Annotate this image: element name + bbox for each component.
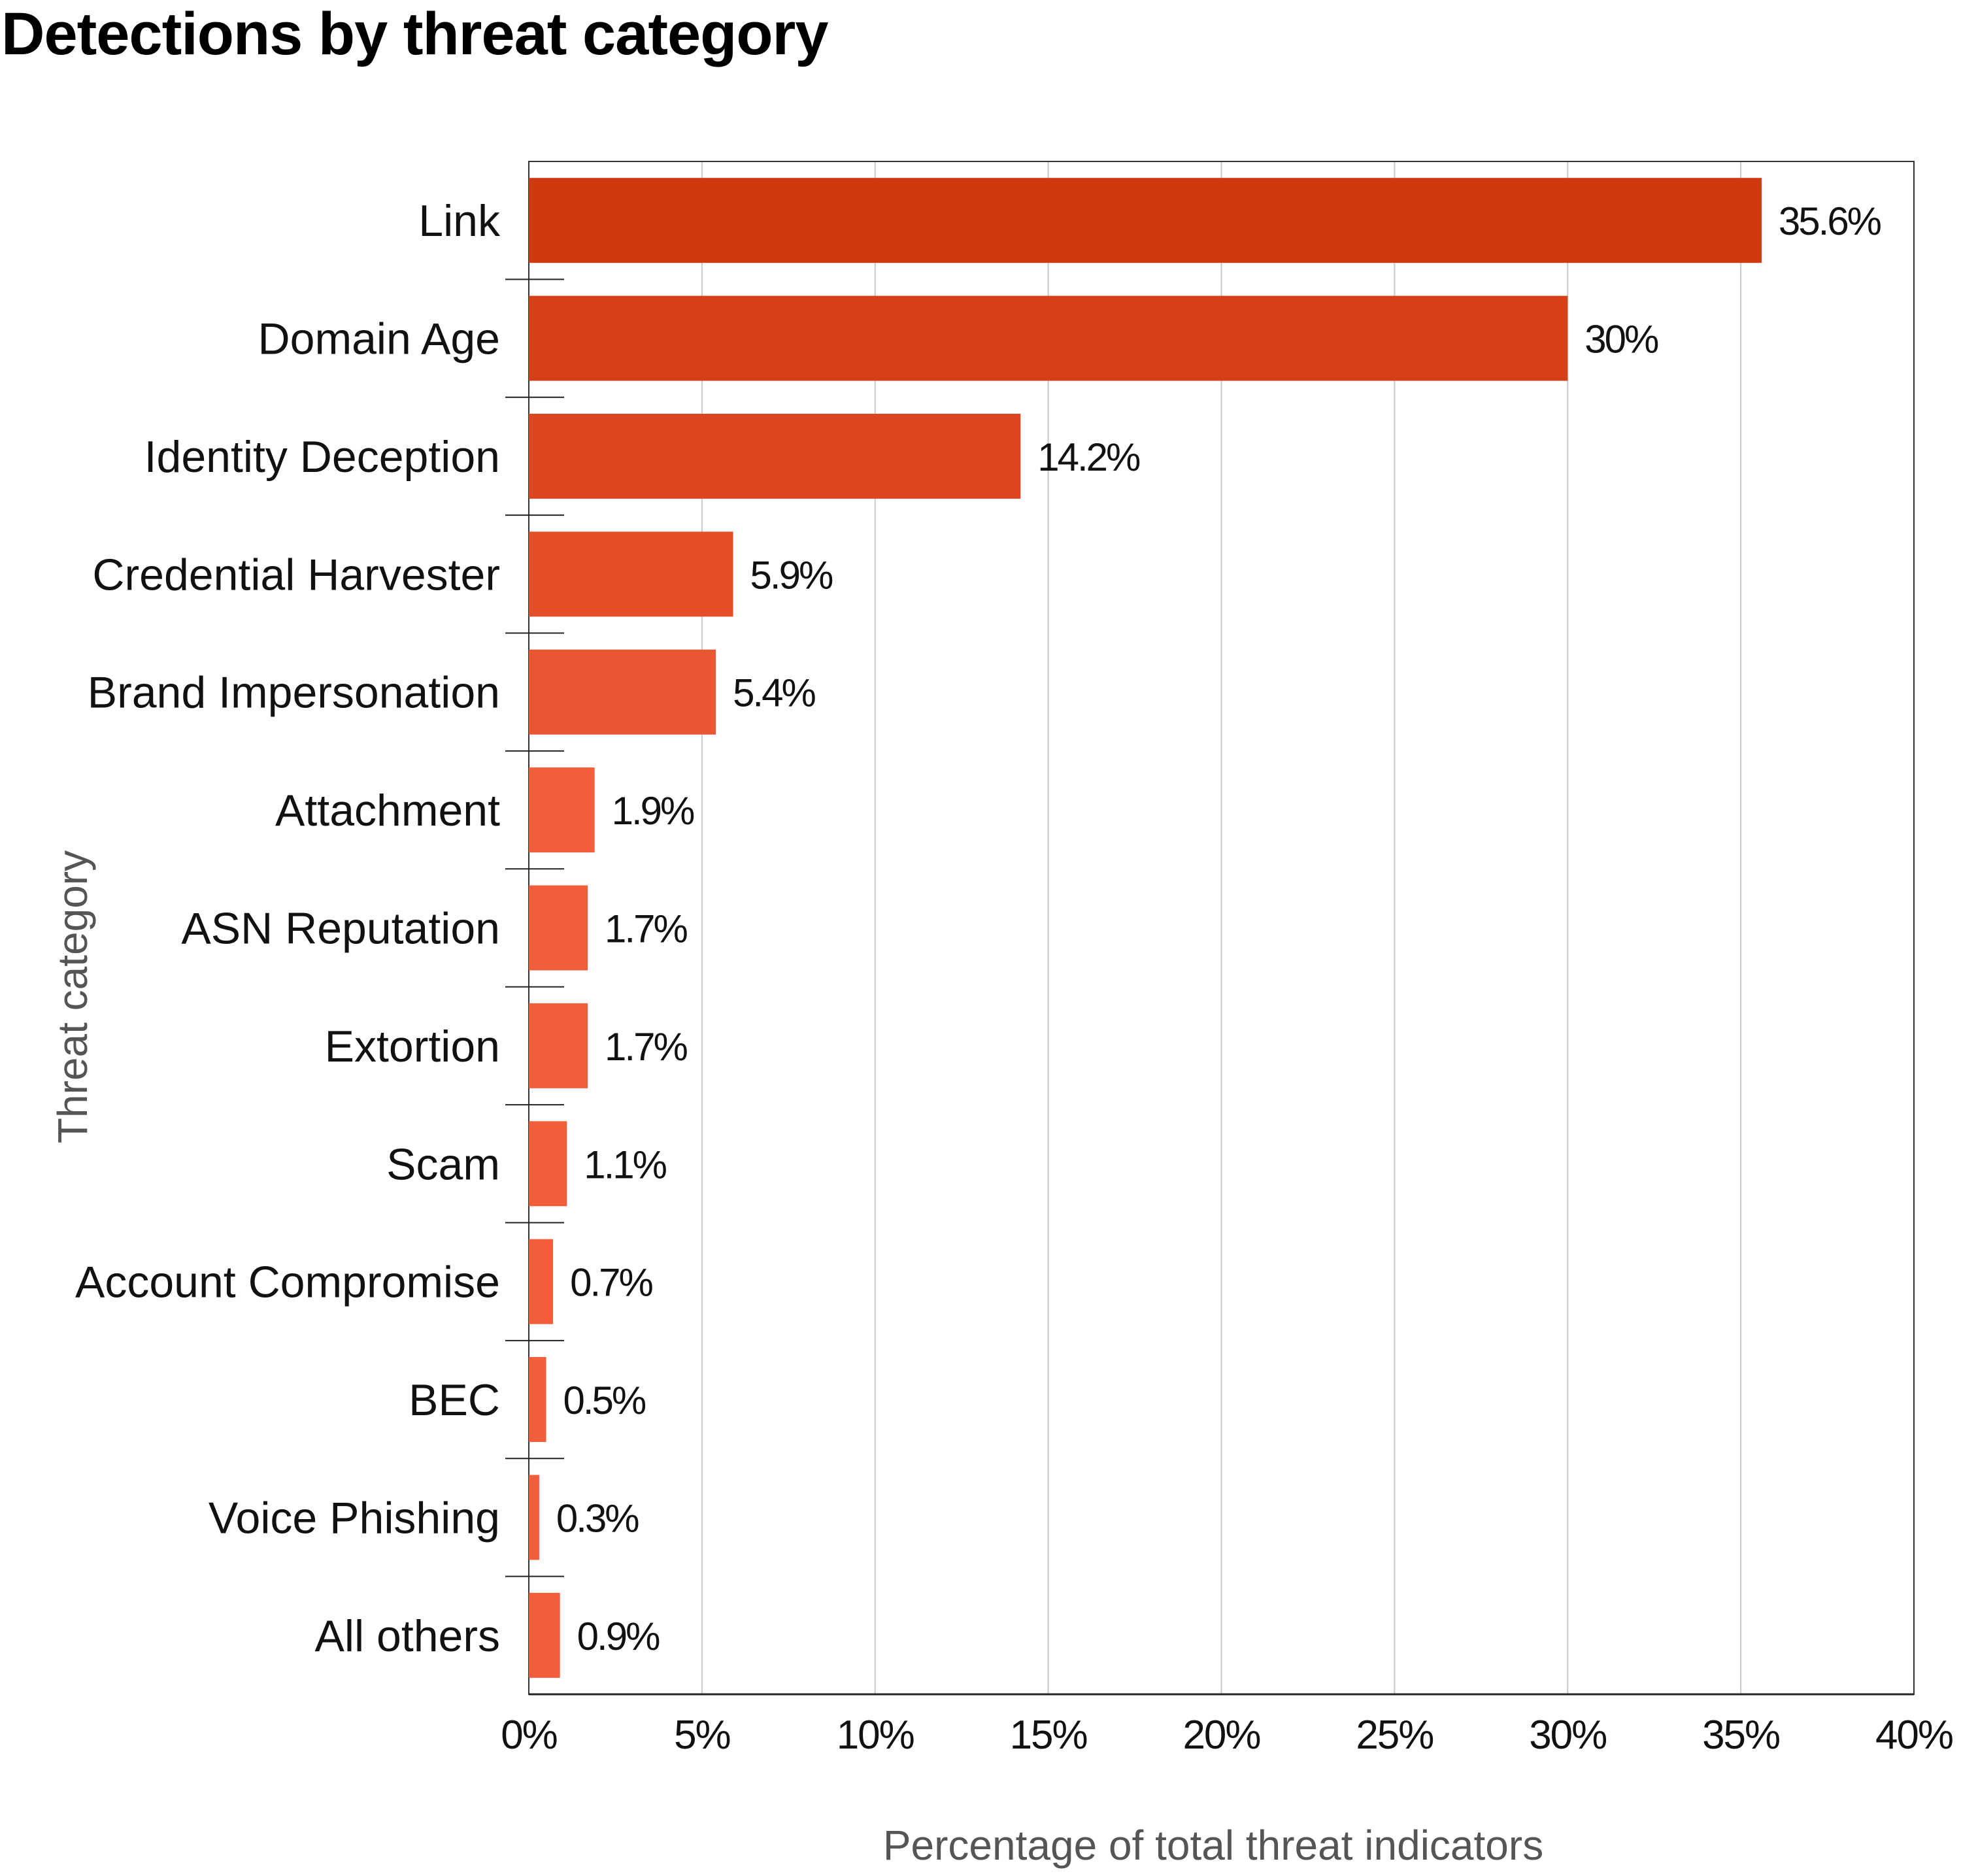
data-label: 5.4% — [733, 671, 815, 715]
y-axis-title: Threat category — [49, 850, 96, 1143]
category-label: Identity Deception — [144, 432, 500, 482]
bar — [529, 767, 595, 853]
data-label: 35.6% — [1779, 199, 1881, 243]
category-label: All others — [315, 1611, 500, 1661]
bar — [529, 531, 733, 617]
chart-title: Detections by threat category — [1, 1, 828, 67]
category-label: Voice Phishing — [209, 1493, 500, 1543]
category-label: Brand Impersonation — [88, 668, 500, 718]
bar — [529, 1003, 588, 1088]
x-tick-label: 15% — [1010, 1713, 1087, 1758]
data-label: 0.3% — [556, 1496, 639, 1540]
data-label: 0.9% — [577, 1615, 660, 1658]
category-label: Domain Age — [258, 314, 500, 364]
x-tick-label: 5% — [674, 1713, 730, 1758]
data-label: 5.9% — [750, 553, 833, 597]
bar — [529, 885, 588, 971]
bar — [529, 413, 1021, 499]
category-label: ASN Reputation — [181, 904, 500, 954]
category-label: Attachment — [275, 786, 500, 835]
x-tick-label: 20% — [1182, 1713, 1260, 1758]
bar — [529, 1121, 567, 1207]
category-label: Scam — [386, 1139, 500, 1189]
bar — [529, 295, 1568, 381]
category-label: Extortion — [325, 1022, 500, 1071]
data-label: 1.7% — [605, 907, 687, 951]
x-axis-title: Percentage of total threat indicators — [883, 1822, 1543, 1869]
x-tick-label: 35% — [1702, 1713, 1779, 1758]
category-label: Credential Harvester — [92, 550, 500, 599]
data-label: 1.1% — [584, 1143, 666, 1186]
data-label: 0.7% — [570, 1261, 652, 1305]
bar — [529, 1475, 539, 1560]
data-label: 1.7% — [605, 1025, 687, 1069]
category-label: Account Compromise — [75, 1258, 500, 1307]
x-tick-label: 0% — [501, 1713, 557, 1758]
data-label: 14.2% — [1037, 435, 1140, 479]
data-label: 30% — [1584, 318, 1658, 361]
bar — [529, 1239, 554, 1324]
bar — [529, 649, 716, 735]
x-tick-label: 30% — [1529, 1713, 1606, 1758]
x-tick-label: 25% — [1356, 1713, 1433, 1758]
category-label: Link — [418, 196, 501, 246]
x-tick-label: 40% — [1875, 1713, 1953, 1758]
x-tick-label: 10% — [837, 1713, 914, 1758]
bar — [529, 1357, 546, 1443]
bar — [529, 178, 1762, 263]
category-label: BEC — [409, 1375, 500, 1425]
bar — [529, 1592, 560, 1678]
data-label: 1.9% — [612, 789, 694, 833]
data-label: 0.5% — [563, 1379, 645, 1422]
